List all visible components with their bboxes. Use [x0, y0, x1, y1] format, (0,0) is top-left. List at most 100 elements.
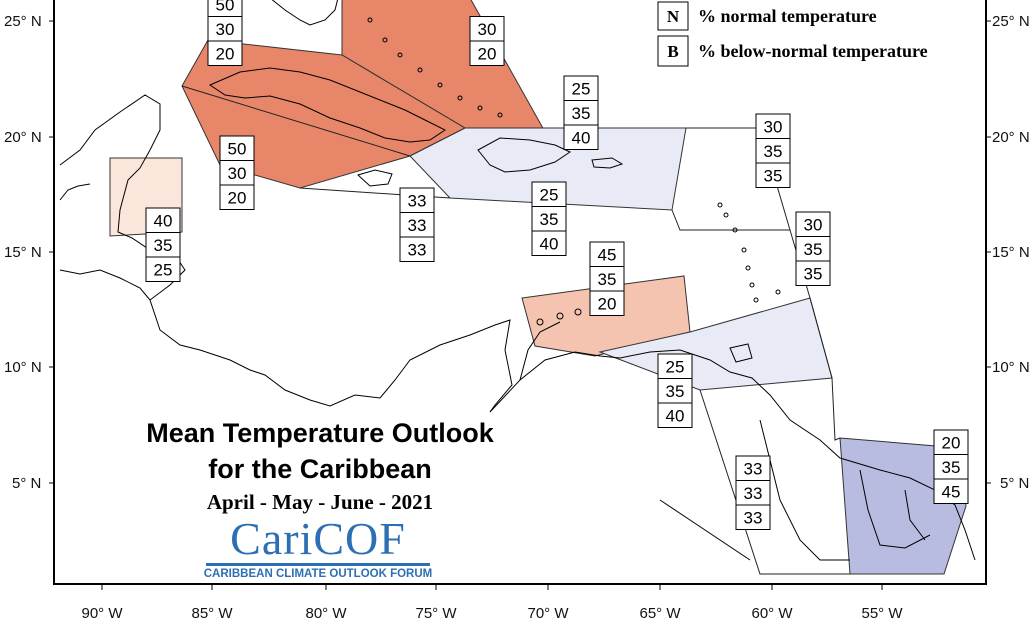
coastlines [59, 0, 976, 561]
prob-cell-leeward-south-below [795, 260, 831, 286]
prob-cell-leeward-north-above [755, 113, 791, 139]
lat-label-5: 5° N [12, 475, 41, 492]
prob-value-leeward-south-above: 30 [804, 216, 823, 235]
prob-cell-puerto-rico-north-above [563, 75, 599, 101]
lat-label-right-20: 20° N [992, 129, 1030, 146]
logo-subtitle: CARIBBEAN CLIMATE OUTLOOK FORUM [203, 568, 433, 580]
lat-label-25: 25° N [4, 13, 42, 30]
latitude-axis-left: 25° N 20° N 15° N 10° N 5° N [4, 13, 54, 492]
prob-value-north-west-normal: 30 [216, 20, 235, 39]
longitude-axis: 90° W 85° W 80° W 75° W 70° W 65° W 60° … [81, 584, 903, 622]
prob-cell-guyana-below [735, 504, 771, 530]
prob-value-guyana-above: 33 [744, 460, 763, 479]
legend-label-normal: % normal temperature [698, 6, 877, 26]
lat-label-right-5: 5° N [1000, 475, 1029, 492]
prob-value-guyana-normal: 33 [744, 484, 763, 503]
prob-value-north-west-below: 20 [216, 45, 235, 64]
prob-cell-leeward-north-normal [755, 138, 791, 164]
map-title: Mean Temperature Outlook [146, 418, 494, 448]
prob-value-belize-normal: 35 [154, 236, 173, 255]
lon-label-65: 65° W [639, 605, 681, 622]
prob-value-suriname-french-guiana-normal: 35 [942, 458, 961, 477]
logo-rule [206, 563, 430, 566]
prob-value-puerto-rico-north-above: 25 [572, 80, 591, 99]
legend-label-below: % below-normal temperature [698, 41, 928, 61]
lon-label-90: 90° W [81, 605, 123, 622]
lat-label-15: 15° N [4, 244, 42, 261]
zone-hispaniola [409, 127, 687, 211]
prob-cell-bahamas-normal [469, 16, 505, 42]
latitude-axis-right: 25° N 20° N 15° N 10° N 5° N [986, 13, 1030, 492]
lon-label-80: 80° W [305, 605, 347, 622]
prob-cell-abc-islands-normal [589, 266, 625, 292]
legend: N % normal temperature B % below-normal … [657, 1, 928, 67]
prob-cell-bahamas-below [469, 40, 505, 66]
prob-cell-leeward-south-above [795, 211, 831, 237]
prob-cell-jamaica-cayman-below [399, 236, 435, 262]
prob-value-hispaniola-inner-normal: 35 [540, 210, 559, 229]
prob-cell-trinidad-tobago-above [657, 353, 693, 379]
prob-cell-belize-above [145, 207, 181, 233]
prob-cell-hispaniola-inner-below [531, 230, 567, 256]
prob-value-puerto-rico-north-normal: 35 [572, 104, 591, 123]
prob-value-jamaica-cayman-below: 33 [408, 241, 427, 260]
prob-value-trinidad-tobago-above: 25 [666, 358, 685, 377]
prob-cell-belize-normal [145, 232, 181, 258]
lon-label-75: 75° W [415, 605, 457, 622]
logo-wordmark: CariCOF [230, 513, 406, 564]
prob-cell-abc-islands-above [589, 241, 625, 267]
prob-cell-suriname-french-guiana-below [933, 478, 969, 504]
prob-value-jamaica-cayman-above: 33 [408, 192, 427, 211]
prob-value-trinidad-tobago-below: 40 [666, 407, 685, 426]
probability-stacks: 30 20 50 30 20 50 30 20 40 35 25 33 33 33 25 35 40 25 35 40… [145, 0, 969, 530]
prob-cell-north-west-normal [207, 16, 243, 42]
prob-value-leeward-north-above: 30 [764, 118, 783, 137]
prob-cell-abc-islands-below [589, 290, 625, 316]
prob-value-leeward-north-normal: 35 [764, 142, 783, 161]
prob-value-belize-below: 25 [154, 261, 173, 280]
lon-label-85: 85° W [191, 605, 233, 622]
prob-cell-suriname-french-guiana-normal [933, 454, 969, 480]
prob-value-cuba-above: 50 [228, 140, 247, 159]
prob-cell-trinidad-tobago-below [657, 402, 693, 428]
lat-label-right-10: 10° N [992, 359, 1030, 376]
lon-label-55: 55° W [861, 605, 903, 622]
prob-cell-puerto-rico-north-normal [563, 100, 599, 126]
map-title-line2: for the Caribbean [208, 454, 432, 484]
prob-cell-cuba-above [219, 135, 255, 161]
prob-value-abc-islands-above: 45 [598, 246, 617, 265]
map-period: April - May - June - 2021 [206, 490, 434, 514]
prob-value-suriname-french-guiana-below: 45 [942, 483, 961, 502]
prob-value-guyana-below: 33 [744, 509, 763, 528]
prob-cell-belize-below [145, 256, 181, 282]
lon-label-70: 70° W [527, 605, 569, 622]
lat-label-right-15: 15° N [992, 244, 1030, 261]
prob-cell-puerto-rico-north-below [563, 124, 599, 150]
prob-value-belize-above: 40 [154, 212, 173, 231]
prob-value-leeward-south-normal: 35 [804, 240, 823, 259]
prob-cell-north-west-below [207, 40, 243, 66]
prob-cell-guyana-normal [735, 480, 771, 506]
prob-value-north-west-above: 50 [216, 0, 235, 15]
prob-cell-hispaniola-inner-normal [531, 206, 567, 232]
legend-letter-b: B [667, 42, 678, 61]
prob-value-leeward-north-below: 35 [764, 167, 783, 186]
prob-value-leeward-south-below: 35 [804, 265, 823, 284]
prob-value-hispaniola-inner-above: 25 [540, 186, 559, 205]
prob-value-bahamas-normal: 30 [478, 20, 497, 39]
lon-label-60: 60° W [751, 605, 793, 622]
prob-value-hispaniola-inner-below: 40 [540, 235, 559, 254]
prob-value-abc-islands-below: 20 [598, 295, 617, 314]
prob-cell-cuba-below [219, 184, 255, 210]
prob-cell-guyana-above [735, 455, 771, 481]
prob-cell-suriname-french-guiana-above [933, 429, 969, 455]
legend-letter-n: N [667, 7, 680, 26]
prob-cell-jamaica-cayman-normal [399, 212, 435, 238]
prob-value-trinidad-tobago-normal: 35 [666, 382, 685, 401]
prob-cell-leeward-north-below [755, 162, 791, 188]
prob-value-suriname-french-guiana-above: 20 [942, 434, 961, 453]
prob-value-puerto-rico-north-below: 40 [572, 129, 591, 148]
prob-cell-trinidad-tobago-normal [657, 378, 693, 404]
lat-label-20: 20° N [4, 129, 42, 146]
